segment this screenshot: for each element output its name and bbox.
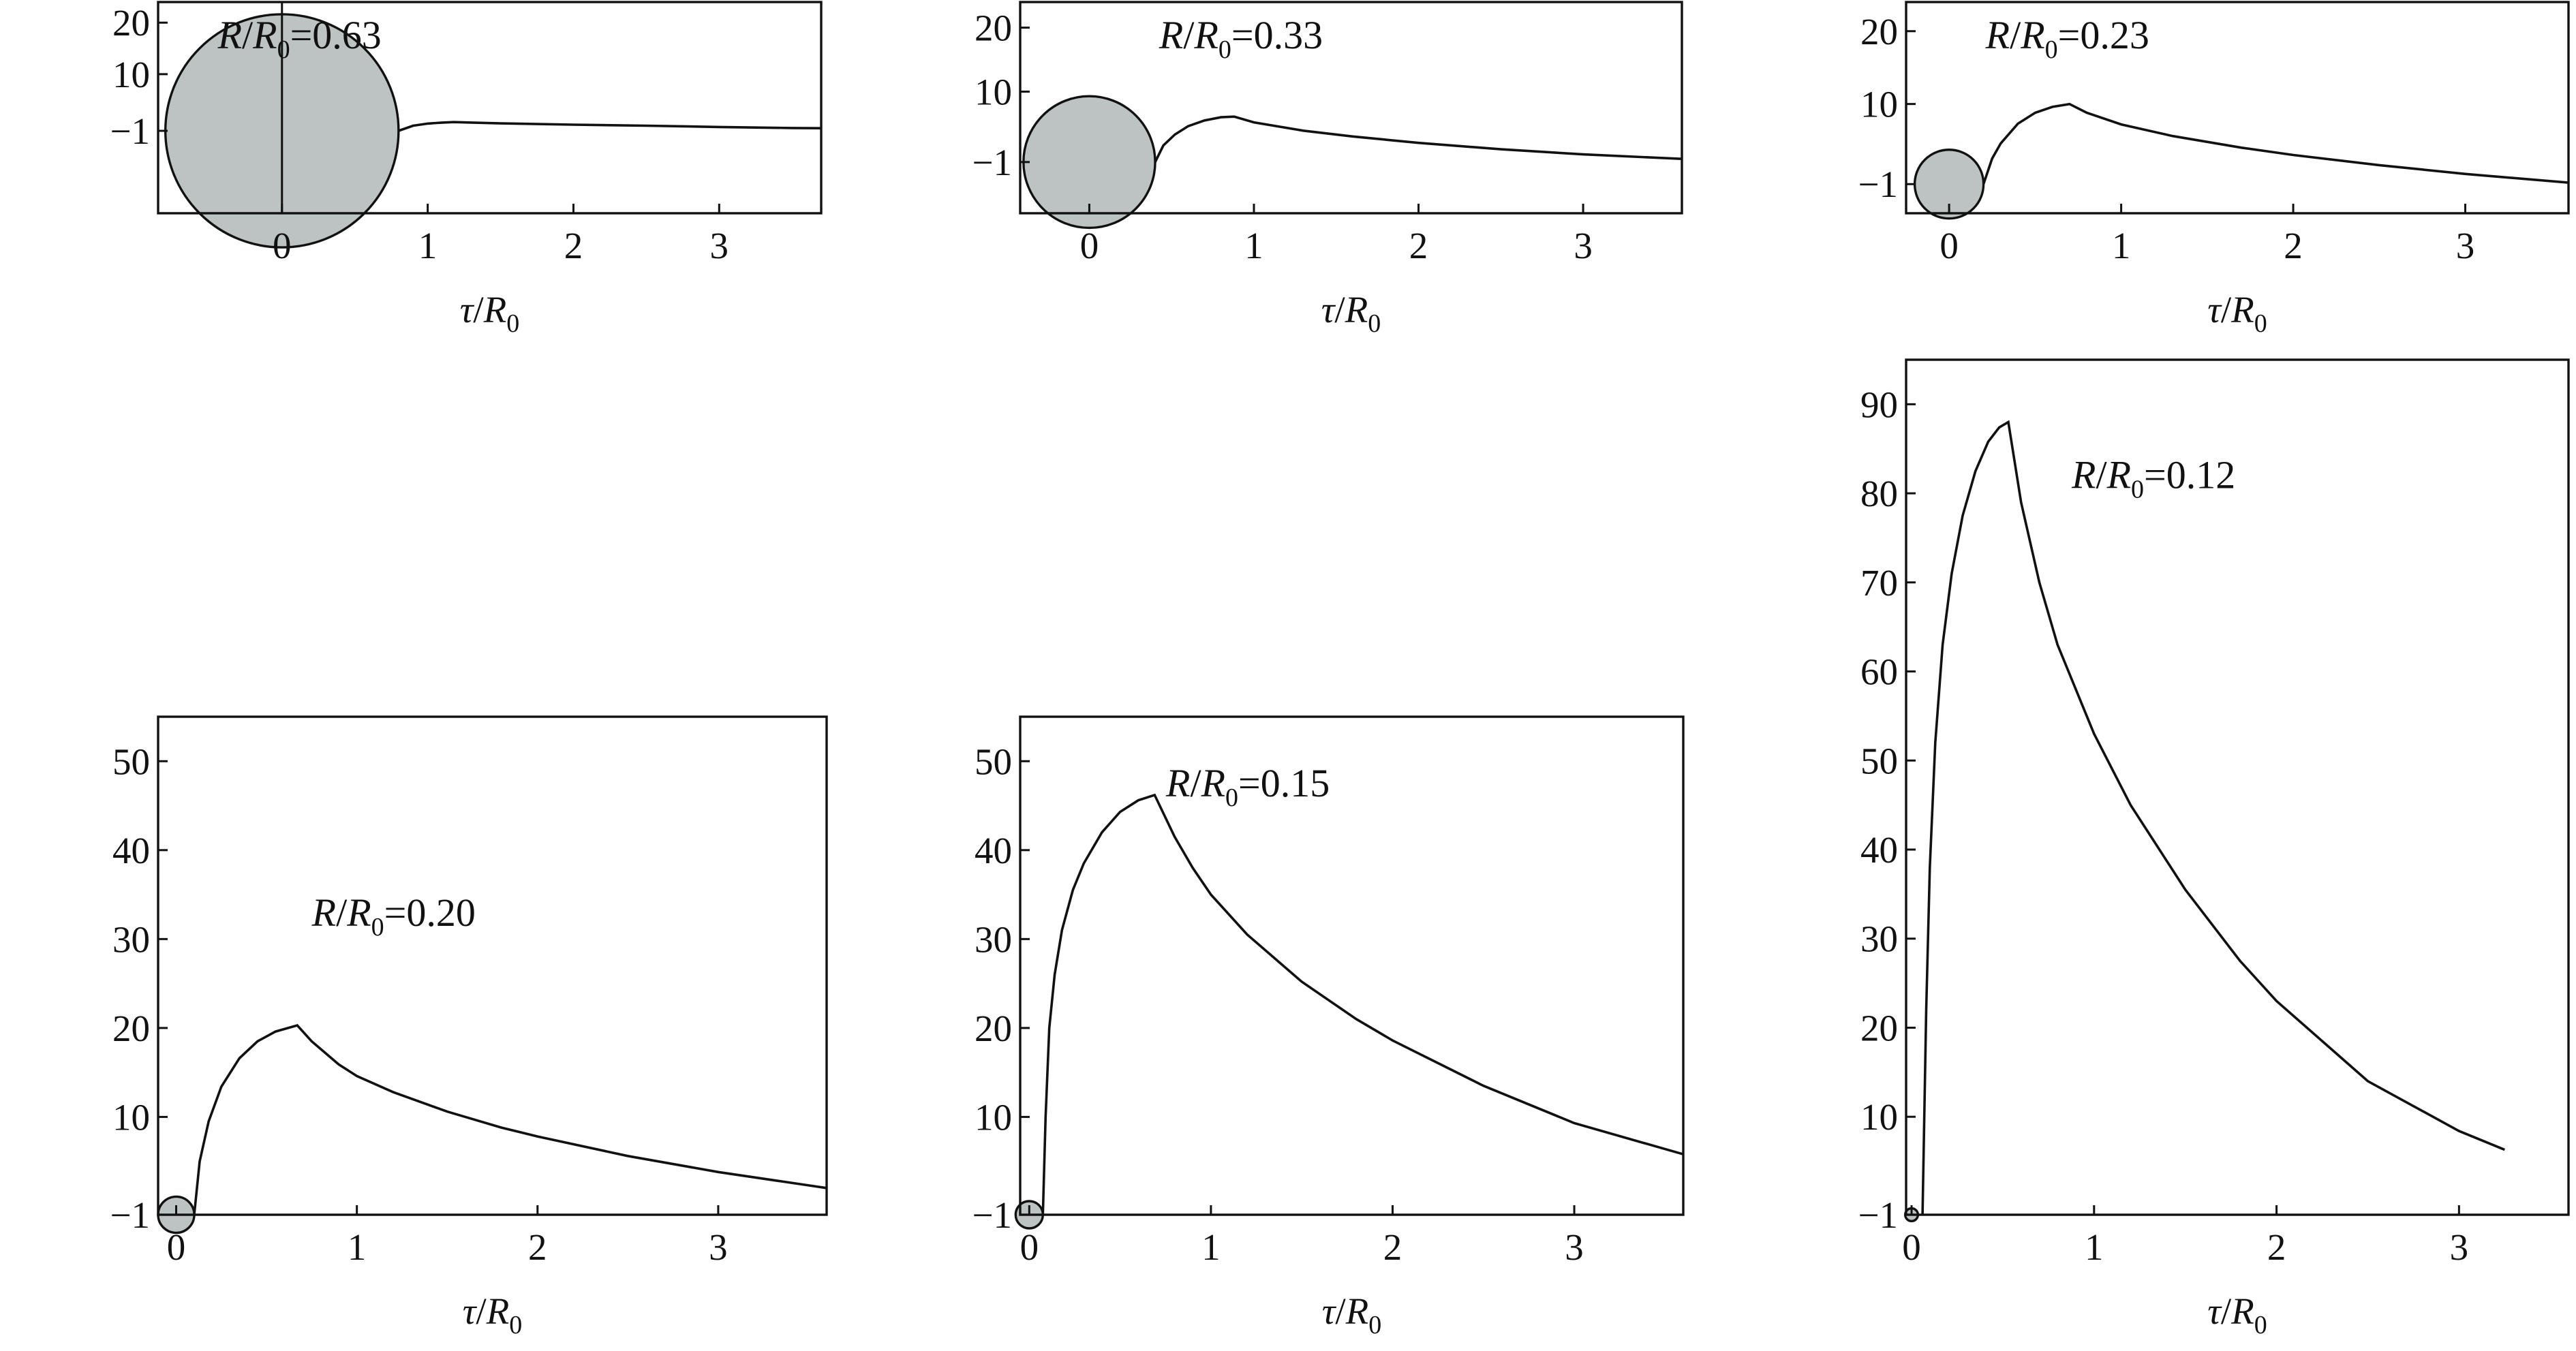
x-tick-label: 3 bbox=[2456, 225, 2475, 266]
plot-frame bbox=[1905, 358, 2570, 1216]
ratio-annotation: R/R0=0.33 bbox=[1159, 13, 1323, 64]
y-tick-label: −1 bbox=[972, 1194, 1012, 1236]
x-tick-label: 2 bbox=[2267, 1226, 2286, 1268]
x-tick-label: 3 bbox=[709, 1226, 728, 1268]
plot-frame bbox=[1019, 715, 1685, 1216]
y-tick-label: 20 bbox=[1860, 11, 1898, 52]
y-tick-label: 30 bbox=[112, 918, 150, 960]
plot-frame bbox=[157, 715, 828, 1216]
series-line bbox=[398, 121, 822, 132]
x-tick-label: 1 bbox=[1201, 1226, 1221, 1268]
y-tick-label: 30 bbox=[1860, 918, 1898, 960]
x-tick-label: 1 bbox=[2085, 1226, 2104, 1268]
x-tick-label: 2 bbox=[1409, 225, 1428, 266]
y-tick-label: 30 bbox=[975, 918, 1012, 960]
series-line bbox=[193, 1023, 827, 1215]
x-axis-label: τ/R0 bbox=[463, 1290, 523, 1339]
x-tick-label: 0 bbox=[1902, 1226, 1921, 1268]
y-tick-label: 20 bbox=[975, 7, 1012, 49]
x-tick-label: 2 bbox=[1383, 1226, 1402, 1268]
panel-4: −1 10 20 30 40 50 0 1 2 3 τ/R0 R/R0=0.20 bbox=[110, 715, 828, 1339]
ratio-annotation: R/R0=0.23 bbox=[1985, 13, 2149, 64]
y-tick-label: −1 bbox=[1858, 164, 1898, 205]
y-tick-label: 10 bbox=[112, 1096, 150, 1138]
panel-3: −1 10 20 0 1 2 3 τ/R0 R/R0=0.23 bbox=[1858, 1, 2570, 338]
x-tick-label: 3 bbox=[1574, 225, 1593, 266]
ratio-annotation: R/R0=0.20 bbox=[311, 890, 476, 942]
y-tick-label: 10 bbox=[112, 54, 150, 95]
x-axis-label: τ/R0 bbox=[2207, 289, 2267, 338]
panel-6: −1 10 20 30 40 50 60 70 80 90 0 1 2 3 τ/R0 R/R0=0.12 bbox=[1858, 358, 2570, 1339]
x-tick-label: 2 bbox=[528, 1226, 547, 1268]
x-axis-label: τ/R0 bbox=[1321, 289, 1381, 338]
x-tick-label: 0 bbox=[167, 1226, 186, 1268]
y-tick-label: 70 bbox=[1860, 562, 1898, 604]
x-tick-label: 1 bbox=[418, 225, 438, 266]
y-tick-label: 20 bbox=[112, 1008, 150, 1049]
x-tick-label: 2 bbox=[564, 225, 583, 266]
x-tick-label: 1 bbox=[1244, 225, 1263, 266]
y-tick-label: 10 bbox=[1860, 1096, 1898, 1138]
panel-2: −1 10 20 0 1 2 3 τ/R0 R/R0=0.33 bbox=[972, 1, 1683, 338]
series-line bbox=[1041, 793, 1684, 1215]
x-tick-label: 0 bbox=[273, 225, 292, 266]
x-tick-label: 1 bbox=[348, 1226, 367, 1268]
y-tick-label: 10 bbox=[1860, 84, 1898, 125]
x-tick-label: 0 bbox=[1080, 225, 1099, 266]
y-tick-label: −1 bbox=[1858, 1194, 1898, 1236]
panel-5: −1 10 20 30 40 50 0 1 2 3 τ/R0 R/R0=0.15 bbox=[972, 715, 1685, 1339]
panel-1: −1 10 20 0 1 2 3 τ/R0 R/R0=0.63 bbox=[110, 1, 823, 338]
y-tick-label: 40 bbox=[975, 830, 1012, 871]
y-tick-label: 40 bbox=[1860, 829, 1898, 871]
plot-frame bbox=[1019, 1, 1683, 215]
y-tick-label: 50 bbox=[975, 741, 1012, 782]
x-axis-label: τ/R0 bbox=[460, 289, 520, 338]
y-tick-label: −1 bbox=[110, 1194, 150, 1236]
y-tick-label: 60 bbox=[1860, 651, 1898, 693]
ratio-annotation: R/R0=0.15 bbox=[1165, 761, 1330, 812]
series-line bbox=[1982, 102, 2569, 185]
y-tick-label: 50 bbox=[1860, 740, 1898, 781]
y-tick-label: 80 bbox=[1860, 473, 1898, 514]
y-tick-label: 90 bbox=[1860, 384, 1898, 425]
x-tick-label: 0 bbox=[1939, 225, 1959, 266]
y-tick-label: 20 bbox=[112, 2, 150, 44]
x-tick-label: 0 bbox=[1020, 1226, 1039, 1268]
x-tick-label: 1 bbox=[2112, 225, 2131, 266]
series-line bbox=[1921, 420, 2505, 1215]
ratio-annotation: R/R0=0.63 bbox=[217, 13, 382, 64]
x-tick-label: 3 bbox=[710, 225, 729, 266]
y-tick-label: −1 bbox=[110, 110, 150, 152]
y-tick-label: 10 bbox=[975, 72, 1012, 113]
y-tick-label: 50 bbox=[112, 741, 150, 782]
y-tick-label: 40 bbox=[112, 830, 150, 871]
y-tick-label: 20 bbox=[975, 1008, 1012, 1049]
x-axis-label: τ/R0 bbox=[1322, 1290, 1382, 1339]
y-tick-label: 20 bbox=[1860, 1007, 1898, 1049]
series-line bbox=[1154, 115, 1683, 163]
ratio-annotation: R/R0=0.12 bbox=[2071, 452, 2235, 503]
y-tick-label: 10 bbox=[975, 1096, 1012, 1138]
x-axis-label: τ/R0 bbox=[2207, 1290, 2267, 1339]
plot-frame bbox=[1905, 1, 2570, 215]
x-tick-label: 3 bbox=[2450, 1226, 2469, 1268]
y-tick-label: −1 bbox=[972, 142, 1012, 183]
plot-frame bbox=[157, 1, 823, 215]
x-tick-label: 2 bbox=[2284, 225, 2303, 266]
x-tick-label: 3 bbox=[1565, 1226, 1584, 1268]
